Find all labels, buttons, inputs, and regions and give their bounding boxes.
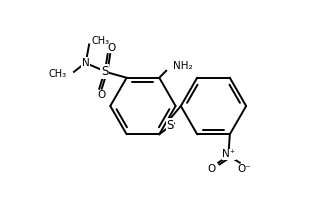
Text: O: O [208,164,216,174]
Text: O: O [108,43,116,53]
Text: S: S [166,119,174,132]
Text: N: N [82,58,90,68]
Text: O: O [97,90,106,100]
Text: CH₃: CH₃ [92,36,110,46]
Text: NH₂: NH₂ [173,61,193,71]
Text: O⁻: O⁻ [238,164,252,174]
Text: CH₃: CH₃ [49,68,67,78]
Text: S: S [101,65,108,78]
Text: N⁺: N⁺ [222,149,236,159]
